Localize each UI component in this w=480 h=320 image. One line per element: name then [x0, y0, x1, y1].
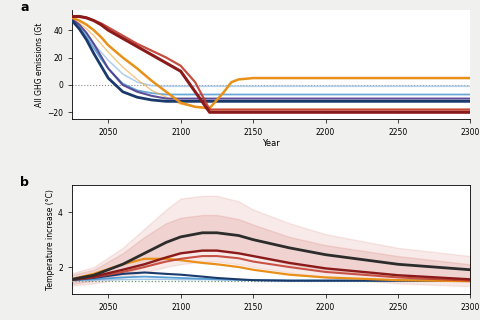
- Text: a: a: [20, 1, 29, 14]
- X-axis label: Year: Year: [263, 139, 280, 148]
- Text: b: b: [20, 176, 29, 189]
- Y-axis label: Temperature increase (°C): Temperature increase (°C): [46, 189, 55, 290]
- Y-axis label: All GHG emissions (Gt: All GHG emissions (Gt: [35, 22, 44, 107]
